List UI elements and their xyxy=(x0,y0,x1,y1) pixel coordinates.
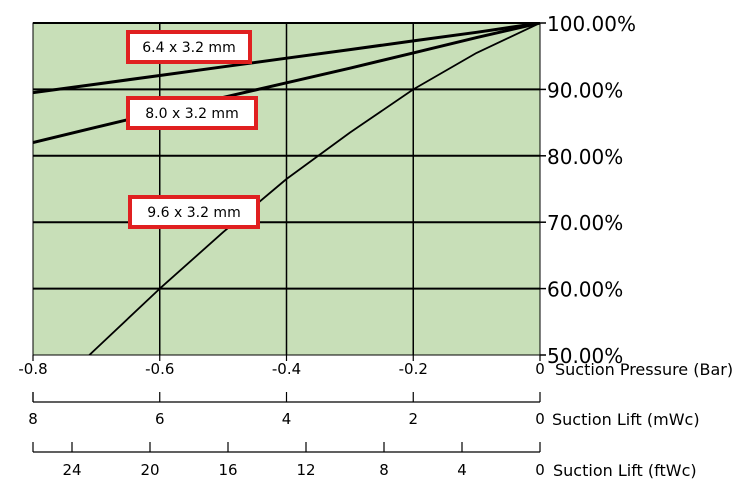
series-line xyxy=(33,23,540,144)
series-line xyxy=(88,23,540,355)
x-axis-label: Suction Lift (mWc) xyxy=(552,410,700,429)
y-axis: 100.00% 90.00% 80.00% 70.00% 60.00% 50.00% xyxy=(540,12,636,368)
x-tick-label: 0 xyxy=(535,410,545,428)
x-tick-label: -0.6 xyxy=(145,360,174,378)
x-axes: -0.8 -0.6 -0.4 -0.2 0 Suction Pressure (Bar) 8… xyxy=(18,355,733,480)
series-line xyxy=(33,23,540,95)
grid-lines xyxy=(33,22,540,355)
x-tick-label: 8 xyxy=(28,410,38,428)
y-tick-label: 80.00% xyxy=(547,145,623,169)
x-tick-label: 0 xyxy=(535,461,545,479)
y-tick-label: 60.00% xyxy=(547,278,623,302)
y-tick-label: 50.00% xyxy=(547,344,623,368)
x-tick-label: 8 xyxy=(379,461,389,479)
series-label: 8.0 x 3.2 mm xyxy=(145,106,238,122)
x-tick-label: 4 xyxy=(282,410,292,428)
x-tick-label: 20 xyxy=(140,461,159,479)
x-tick-label: 2 xyxy=(408,410,418,428)
x-tick-label: 4 xyxy=(457,461,467,479)
x-axis-label: Suction Lift (ftWc) xyxy=(553,461,697,480)
series-label: 9.6 x 3.2 mm xyxy=(147,205,240,221)
series-lines xyxy=(33,23,540,355)
x-tick-label: 24 xyxy=(62,461,81,479)
x-tick-label: 6 xyxy=(155,410,165,428)
x-tick-label: 16 xyxy=(218,461,237,479)
series-label-box xyxy=(126,30,252,64)
x-tick-label: -0.2 xyxy=(399,360,428,378)
x-tick-label: -0.4 xyxy=(272,360,301,378)
series-label-box xyxy=(128,195,260,229)
x-tick-label: 12 xyxy=(296,461,315,479)
x-tick-label: -0.8 xyxy=(18,360,47,378)
series-label-box xyxy=(126,96,258,130)
x-tick-label: 0 xyxy=(535,360,545,378)
y-tick-label: 90.00% xyxy=(547,78,623,102)
series-labels: 6.4 x 3.2 mm 8.0 x 3.2 mm 9.6 x 3.2 mm xyxy=(126,30,260,229)
x-axis-label: Suction Pressure (Bar) xyxy=(555,360,733,379)
y-tick-label: 100.00% xyxy=(547,12,636,36)
y-tick-label: 70.00% xyxy=(547,211,623,235)
series-label: 6.4 x 3.2 mm xyxy=(142,40,235,56)
